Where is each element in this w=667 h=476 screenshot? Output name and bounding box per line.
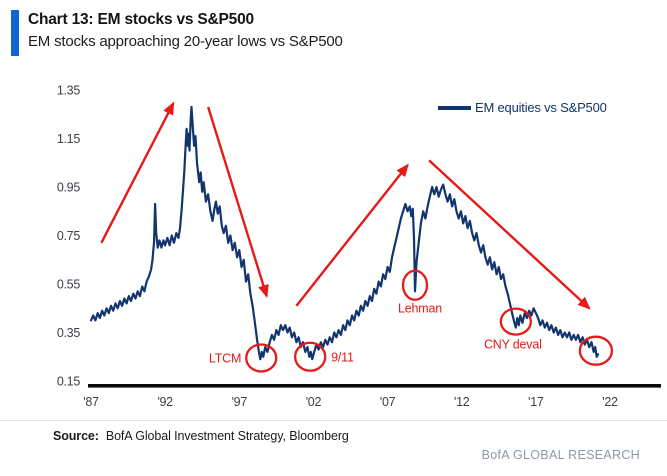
- annotation-label-cny-deval: CNY deval: [484, 338, 542, 352]
- source-line: Source: BofA Global Investment Strategy, …: [53, 429, 349, 443]
- legend: EM equities vs S&P500: [438, 100, 607, 115]
- chart-title: Chart 13: EM stocks vs S&P500: [28, 11, 254, 28]
- x-tick-label-4: '07: [380, 395, 396, 409]
- annotation-label-ltcm: LTCM: [209, 351, 241, 365]
- trend-arrow-down-2010-2020: [428, 159, 591, 310]
- trend-arrow-up-1987-1992: [100, 101, 175, 244]
- source-label: Source:: [53, 429, 99, 443]
- legend-label: EM equities vs S&P500: [475, 100, 607, 115]
- annotation-label-lehman: Lehman: [398, 302, 442, 316]
- x-tick-label-7: '22: [602, 395, 618, 409]
- x-tick-label-6: '17: [528, 395, 544, 409]
- x-tick-label-2: '97: [232, 395, 248, 409]
- divider-line: [0, 420, 667, 421]
- x-tick-label-5: '12: [454, 395, 470, 409]
- chart-subtitle: EM stocks approaching 20-year lows vs S&…: [28, 33, 343, 50]
- x-tick-label-0: '87: [83, 395, 99, 409]
- y-tick-label-2: 0.95: [57, 181, 80, 195]
- y-tick-label-1: 1.15: [57, 132, 80, 146]
- source-text: BofA Global Investment Strategy, Bloombe…: [105, 429, 349, 443]
- accent-bar: [11, 10, 19, 56]
- annotation-label-nine-eleven: 9/11: [331, 350, 354, 364]
- x-tick-label-3: '02: [306, 395, 322, 409]
- x-axis-line: [88, 384, 661, 388]
- annotation-circle-nine-eleven: [294, 341, 327, 372]
- x-tick-label-1: '92: [157, 395, 173, 409]
- annotation-circle-lehman: [401, 269, 429, 301]
- trend-arrow-up-2001-2008: [295, 163, 409, 307]
- header: Chart 13: EM stocks vs S&P500 EM stocks …: [28, 10, 343, 51]
- trend-arrow-down-1994-1998: [206, 106, 269, 299]
- y-tick-label-6: 0.15: [57, 375, 80, 389]
- y-tick-label-0: 1.35: [57, 84, 80, 98]
- y-tick-label-5: 0.35: [57, 326, 80, 340]
- brand-line: BofA GLOBAL RESEARCH: [481, 448, 640, 462]
- em-ratio-line: [89, 105, 600, 361]
- annotation-circle-cny-deval: [499, 307, 532, 336]
- annotation-circle-ltcm: [245, 343, 278, 373]
- y-tick-label-3: 0.75: [57, 229, 80, 243]
- y-tick-label-4: 0.55: [57, 278, 80, 292]
- annotation-circle-current-low: [578, 335, 614, 366]
- legend-line-swatch: [438, 106, 471, 110]
